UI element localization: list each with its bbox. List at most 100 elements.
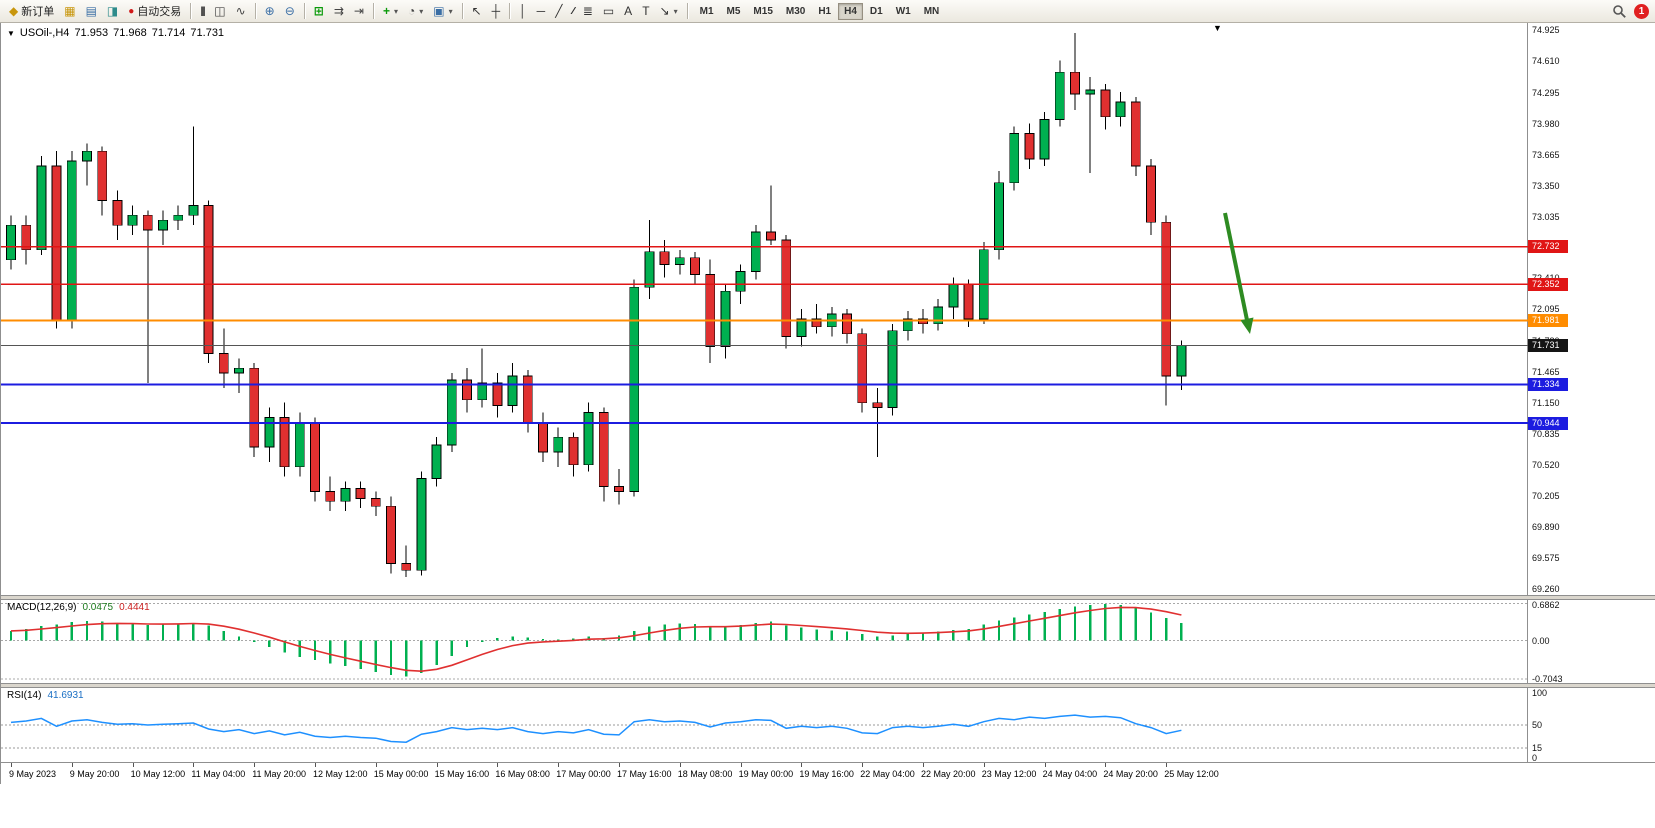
timeframe-m1[interactable]: M1 xyxy=(699,5,714,17)
candle-body xyxy=(720,290,731,347)
search-icon[interactable] xyxy=(1612,4,1627,19)
text-label-button[interactable]: T xyxy=(637,2,654,21)
line-chart-button[interactable]: ∿ xyxy=(231,2,251,21)
chart-shift-marker-icon[interactable]: ▼ xyxy=(1213,23,1222,33)
auto-scroll-button[interactable]: ⇉ xyxy=(329,2,349,21)
auto-trading-icon: ● xyxy=(128,5,135,17)
charts-button[interactable]: ▦ xyxy=(59,2,80,21)
candle-body xyxy=(690,257,700,275)
candle-body xyxy=(781,239,792,338)
cursor-button[interactable]: ↖ xyxy=(467,2,487,21)
auto-scroll-icon: ⇉ xyxy=(333,3,344,18)
rsi-title: RSI(14) xyxy=(7,690,42,701)
price-axis-label: 69.260 xyxy=(1532,584,1560,595)
profiles-button[interactable]: ▤ xyxy=(81,2,102,21)
fibonacci-button[interactable]: ≣ xyxy=(578,2,598,21)
pane-divider[interactable] xyxy=(1,595,1655,600)
vertical-line-button[interactable]: │ xyxy=(514,2,532,21)
new-order-icon: ◆ xyxy=(9,3,19,18)
price-axis[interactable]: 74.925 74.610 74.295 73.980 73.665 73.350 73.0… xyxy=(1528,23,1655,595)
rsi-axis[interactable]: 100 50 15 0 xyxy=(1528,688,1655,762)
zoom-out-button[interactable]: ⊖ xyxy=(280,2,300,21)
channel-button[interactable]: ∕∕ xyxy=(567,2,577,21)
arrows-button[interactable]: ↘ ▾ xyxy=(655,2,683,21)
timeframe-toolbar: M1 M5 M15 M30 H1 H4 D1 W1 MN xyxy=(694,2,946,20)
candle-body xyxy=(598,412,609,487)
macd-chart xyxy=(1,602,1528,680)
indicators-button[interactable]: + ▾ xyxy=(378,2,403,21)
crosshair-icon: ┼ xyxy=(491,3,501,18)
chart-shift-button[interactable]: ⇥ xyxy=(349,2,369,21)
ohlc-open: 71.953 xyxy=(74,27,109,39)
zoom-out-icon: ⊖ xyxy=(284,3,295,18)
timeframe-m30[interactable]: M30 xyxy=(785,5,806,17)
new-order-button[interactable]: ◆ 新订单 xyxy=(4,2,59,21)
auto-trading-button[interactable]: ● 自动交易 xyxy=(123,2,186,21)
candle-body xyxy=(1115,101,1126,118)
macd-axis[interactable]: 0.6862 0.00 -0.7043 xyxy=(1528,600,1655,683)
candle-body xyxy=(1039,119,1050,160)
text-button[interactable]: A xyxy=(619,2,637,21)
candle-body xyxy=(933,306,944,325)
trendline-button[interactable]: ╱ xyxy=(550,2,567,21)
chart-symbol: USOil-,H4 xyxy=(19,27,70,39)
candle-body xyxy=(431,444,442,480)
price-axis-label: 73.665 xyxy=(1532,149,1560,160)
ohlc-high: 71.968 xyxy=(113,27,147,39)
candle-body xyxy=(188,205,199,216)
timeframe-m5[interactable]: M5 xyxy=(726,5,741,17)
arrow-tool-icon: ↘ xyxy=(659,3,670,18)
time-tick xyxy=(558,763,560,767)
candle-body xyxy=(1085,89,1096,95)
time-tick xyxy=(497,763,499,767)
templates-icon: ▣ xyxy=(433,3,445,18)
toolbar-separator xyxy=(372,3,374,19)
price-axis-label: 71.465 xyxy=(1532,366,1560,377)
timeframe-w1[interactable]: W1 xyxy=(895,5,911,17)
time-tick xyxy=(619,763,620,767)
tile-windows-button[interactable]: ⊞ xyxy=(309,2,329,21)
candle-body xyxy=(370,497,381,507)
ohlc-close: 71.731 xyxy=(190,27,225,39)
trend-arrow-shaft[interactable] xyxy=(1223,212,1249,321)
bar-chart-icon: ||| xyxy=(200,5,205,17)
time-tick xyxy=(801,763,803,767)
chart-collapse-icon[interactable]: ▼ xyxy=(7,29,15,38)
crosshair-button[interactable]: ┼ xyxy=(487,2,506,21)
toolbar-separator xyxy=(303,3,305,19)
zoom-in-button[interactable]: ⊕ xyxy=(260,2,280,21)
shapes-button[interactable]: ▭ xyxy=(598,2,619,21)
timeframe-mn[interactable]: MN xyxy=(923,5,940,17)
navigator-button[interactable]: ◨ xyxy=(102,2,123,21)
time-tick xyxy=(71,763,73,767)
candle-body xyxy=(614,486,624,492)
periods-button[interactable]: ◔ ▾ xyxy=(403,2,428,21)
trend-arrow-head[interactable] xyxy=(1240,317,1254,335)
notification-badge[interactable]: 1 xyxy=(1634,3,1649,19)
bar-chart-button[interactable]: ||| xyxy=(195,2,209,21)
templates-button[interactable]: ▣ ▾ xyxy=(428,2,457,21)
timeframe-d1[interactable]: D1 xyxy=(869,5,883,17)
text-icon: A xyxy=(624,3,633,18)
candle-body xyxy=(766,231,776,241)
timeframe-h4[interactable]: H4 xyxy=(838,2,863,20)
bottom-filler xyxy=(0,784,1655,828)
time-axis[interactable]: 9 May 2023 9 May 20:00 10 May 12:00 11 May … xyxy=(1,762,1655,784)
indicators-icon: + xyxy=(382,3,390,18)
horizontal-line-button[interactable]: ─ xyxy=(532,2,551,21)
price-axis-label: 69.890 xyxy=(1532,521,1560,532)
candlestick-chart-button[interactable]: ◫ xyxy=(209,2,230,21)
rsi-axis-label: 100 xyxy=(1532,688,1548,698)
toolbar-separator xyxy=(254,3,256,19)
timeframe-h1[interactable]: H1 xyxy=(818,5,832,17)
price-tag: 70.944 xyxy=(1528,416,1568,430)
pane-divider[interactable] xyxy=(1,683,1655,688)
time-axis-label: 9 May 2023 xyxy=(9,769,57,779)
candle-body xyxy=(796,318,807,338)
candle-body xyxy=(842,313,852,335)
price-axis-label: 73.035 xyxy=(1532,211,1560,222)
timeframe-m15[interactable]: M15 xyxy=(753,5,773,17)
candle-body xyxy=(6,224,16,261)
time-tick xyxy=(679,763,681,767)
time-tick xyxy=(132,763,134,767)
